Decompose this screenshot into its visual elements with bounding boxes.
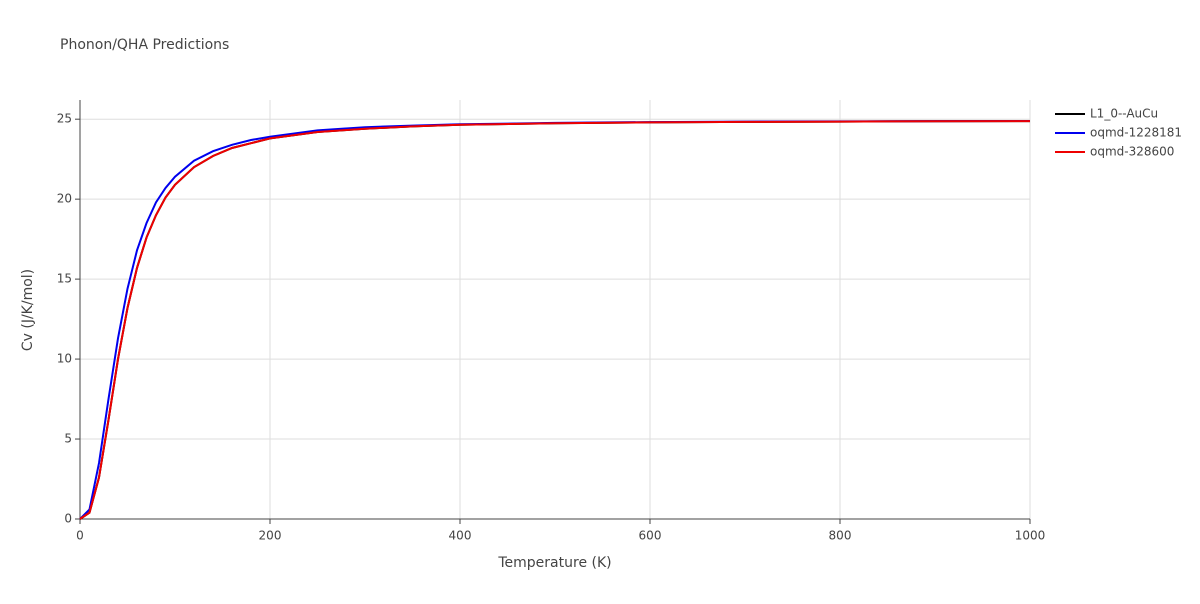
legend-label: L1_0--AuCu (1090, 107, 1158, 121)
line-series (79, 119, 1031, 520)
legend-label: oqmd-1228181 (1090, 126, 1182, 140)
y-tick-label: 20 (57, 192, 72, 206)
x-tick-label: 800 (829, 529, 852, 543)
legend-label: oqmd-328600 (1090, 145, 1174, 159)
y-tick-label: 5 (64, 432, 72, 446)
x-tick-label: 200 (259, 529, 282, 543)
y-tick-label: 10 (57, 352, 72, 366)
y-axis-label: Cv (J/K/mol) (20, 269, 36, 351)
x-tick-label: 600 (639, 529, 662, 543)
line-series (79, 120, 1031, 520)
chart-title: Phonon/QHA Predictions (60, 37, 229, 53)
x-tick-label: 400 (449, 529, 472, 543)
line-series (79, 120, 1031, 520)
x-axis-label: Temperature (K) (497, 555, 611, 571)
y-tick-label: 15 (57, 272, 72, 286)
x-tick-label: 0 (76, 529, 84, 543)
y-tick-label: 0 (64, 512, 72, 526)
y-tick-label: 25 (57, 112, 72, 126)
x-tick-label: 1000 (1015, 529, 1046, 543)
